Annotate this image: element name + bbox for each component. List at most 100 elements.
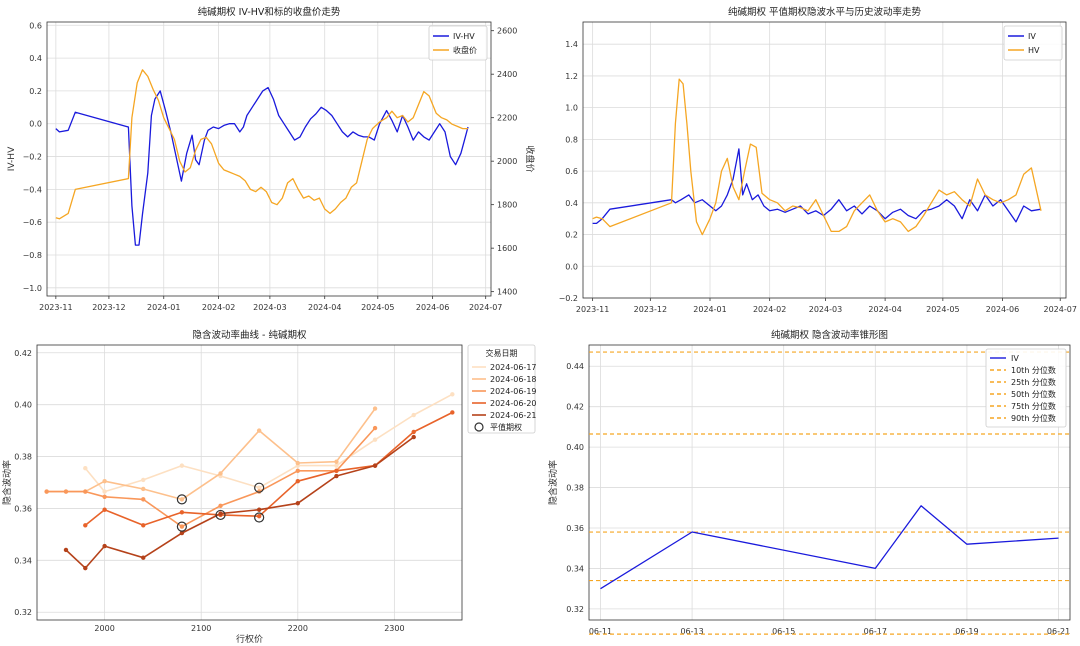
series-line-HV (592, 78, 1042, 236)
x-tick-label: 2024-06 (986, 305, 1019, 314)
y2-tick-label: 2000 (497, 157, 517, 166)
series-point-2024-06-21 (218, 511, 223, 516)
legend-label: 2024-06-18 (490, 375, 537, 384)
series-point-2024-06-20 (411, 429, 416, 435)
y-axis-label: 隐含波动率 (1, 460, 13, 505)
y2-axis-label: 收盘价 (524, 145, 536, 172)
series-point-2024-06-17 (372, 437, 378, 442)
x-tick-label: 2024-05 (926, 305, 959, 314)
y-tick-label: 0.32 (566, 605, 584, 614)
series-point-2024-06-18 (102, 479, 107, 484)
x-tick-label: 06-19 (955, 627, 978, 636)
legend-label: 50th 分位数 (1011, 389, 1056, 399)
legend-label: 90th 分位数 (1011, 413, 1056, 423)
y-tick-label: 0.34 (14, 556, 32, 565)
series-point-2024-06-18 (334, 459, 339, 464)
x-tick-label: 2024-04 (308, 303, 341, 312)
x-tick-label: 2024-07 (1044, 305, 1077, 314)
x-tick-label: 2024-05 (361, 303, 394, 312)
legend-atm-label: 平值期权 (490, 422, 522, 432)
chart-title-0: 纯碱期权 IV-HV和标的收盘价走势 (198, 6, 341, 18)
y-tick-label: 0.2 (29, 87, 42, 96)
legend-atm-marker (474, 422, 484, 432)
series-point-2024-06-19 (63, 489, 69, 494)
y2-tick-label: 1800 (497, 201, 517, 210)
x-tick-label: 2100 (191, 624, 211, 633)
y-tick-label: −0.8 (23, 251, 42, 260)
y-axis-label: 隐含波动率 (547, 460, 559, 505)
chart-iv-smile: 2000 2100 2200 2300 0.32 0.34 0.36 0.38 0.40 0.42… (1, 329, 537, 645)
series-point-2024-06-21 (334, 473, 339, 479)
series-point-2024-06-21 (63, 547, 69, 553)
y-tick-label: 0.4 (565, 199, 578, 208)
series-point-2024-06-21 (372, 463, 378, 468)
chart-ivhv-close: 2023-11 2023-12 2024-01 2024-02 2024-03 2024-… (7, 6, 536, 312)
series-point-2024-06-20 (83, 523, 88, 528)
y2-tick-label: 1400 (497, 288, 517, 297)
y-tick-label: 0.38 (14, 453, 32, 462)
atm-marker-2024-06-19 (176, 521, 187, 532)
x-tick-label: 2024-01 (147, 303, 180, 312)
x-axis-label: 行权价 (236, 633, 263, 645)
y-tick-label: 0.42 (14, 349, 32, 358)
plot-frame-0 (46, 21, 492, 297)
y-tick-label: 0.40 (566, 443, 584, 452)
series-point-2024-06-17 (256, 485, 262, 490)
x-tick-label: 2024-02 (753, 305, 786, 314)
series-line-2024-06-19 (46, 427, 376, 528)
y-tick-label: 1.2 (565, 72, 578, 81)
y-tick-label: 0.42 (566, 403, 584, 412)
legend-label: 2024-06-19 (490, 387, 537, 396)
x-tick-label: 2024-07 (469, 303, 502, 312)
series-point-2024-06-18 (295, 460, 300, 466)
y-tick-label: 1.0 (565, 104, 578, 113)
legend-label: 收盘价 (453, 45, 477, 55)
y-tick-label: 0.40 (14, 401, 32, 410)
y-tick-label: 0.0 (565, 262, 578, 271)
series-point-2024-06-20 (141, 523, 146, 528)
series-point-2024-06-21 (141, 555, 146, 560)
series-point-2024-06-19 (256, 489, 262, 494)
series-point-2024-06-18 (256, 428, 262, 433)
series-point-2024-06-19 (102, 494, 107, 499)
chart-title-2: 隐含波动率曲线 - 纯碱期权 (193, 329, 307, 341)
series-point-2024-06-19 (179, 524, 185, 529)
series-point-2024-06-19 (44, 489, 49, 494)
series-point-2024-06-20 (450, 410, 455, 415)
series-point-2024-06-19 (141, 497, 146, 502)
series-point-2024-06-17 (450, 392, 455, 397)
series-line-2024-06-18 (46, 408, 376, 501)
x-tick-label: 06-17 (864, 627, 887, 636)
y-tick-label: 0.44 (566, 362, 584, 371)
legend-label: IV (1011, 354, 1019, 363)
series-line-IV-HV (55, 86, 469, 246)
chart-iv-cone: 06-11 06-13 06-15 06-17 06-19 06-21 0.32 0.34 0.… (547, 329, 1071, 636)
y-tick-label: −1.0 (23, 284, 42, 293)
series-point-2024-06-17 (179, 463, 185, 468)
x-tick-label: 2000 (94, 624, 114, 633)
x-tick-label: 06-13 (680, 627, 703, 636)
y2-tick-label: 2600 (497, 27, 517, 36)
atm-marker-2024-06-20 (215, 509, 226, 521)
series-point-2024-06-18 (372, 406, 378, 411)
x-tick-label: 2023-12 (634, 305, 667, 314)
series-point-2024-06-19 (372, 425, 378, 431)
series-point-2024-06-17 (334, 463, 339, 468)
series-point-2024-06-20 (295, 479, 300, 484)
series-point-2024-06-21 (179, 530, 185, 536)
series-point-2024-06-19 (218, 503, 223, 509)
y2-tick-label: 2400 (497, 70, 517, 79)
series-point-2024-06-20 (102, 507, 107, 512)
y2-tick-label: 2200 (497, 114, 517, 123)
x-tick-label: 06-21 (1047, 627, 1070, 636)
series-point-2024-06-21 (295, 501, 300, 506)
series-point-2024-06-20 (179, 510, 185, 515)
y-tick-label: 0.6 (565, 167, 578, 176)
y-axis-label: IV-HV (7, 146, 17, 171)
y-tick-label: 0.36 (566, 524, 584, 533)
series-point-2024-06-20 (256, 514, 262, 519)
chart-title-3: 纯碱期权 隐含波动率锥形图 (771, 329, 888, 341)
x-tick-label: 2024-02 (202, 303, 235, 312)
y-tick-label: 1.4 (565, 40, 578, 49)
